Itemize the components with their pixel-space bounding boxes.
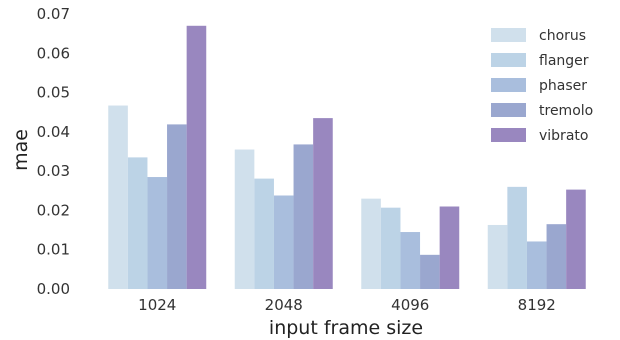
bar-vibrato-2048 bbox=[313, 118, 333, 289]
legend-label-chorus: chorus bbox=[539, 28, 586, 44]
legend-swatch-flanger bbox=[491, 53, 526, 67]
x-tick-label: 2048 bbox=[265, 296, 303, 314]
bar-flanger-8192 bbox=[507, 186, 527, 289]
x-tick-label: 8192 bbox=[518, 296, 556, 314]
bar-phaser-1024 bbox=[147, 177, 168, 289]
legend: chorus flanger phaser tremolo vibrato bbox=[491, 28, 593, 144]
bar-vibrato-1024 bbox=[186, 25, 207, 290]
bar-chorus-8192 bbox=[487, 224, 508, 289]
y-tick-label: 0.05 bbox=[37, 84, 70, 102]
x-tick-label: 4096 bbox=[391, 296, 429, 314]
bar-phaser-4096 bbox=[400, 232, 421, 289]
legend-label-flanger: flanger bbox=[539, 53, 589, 69]
bar-vibrato-8192 bbox=[566, 189, 586, 289]
bar-chorus-4096 bbox=[361, 198, 381, 289]
bar-phaser-8192 bbox=[526, 241, 547, 289]
bar-tremolo-1024 bbox=[167, 124, 187, 290]
bar-tremolo-2048 bbox=[293, 144, 314, 289]
bar-flanger-2048 bbox=[254, 178, 274, 289]
x-axis-label: input frame size bbox=[269, 317, 423, 339]
bar-vibrato-4096 bbox=[439, 206, 460, 289]
y-tick-label: 0.03 bbox=[37, 162, 70, 180]
bar-chorus-1024 bbox=[108, 105, 128, 290]
legend-label-tremolo: tremolo bbox=[539, 103, 593, 119]
bar-phaser-2048 bbox=[273, 195, 294, 289]
legend-swatch-chorus bbox=[491, 28, 526, 42]
y-axis-label: mae bbox=[10, 129, 32, 171]
y-tick-label: 0.06 bbox=[37, 44, 70, 62]
x-axis-ticks: 1024 2048 4096 8192 bbox=[138, 296, 556, 314]
x-tick-label: 1024 bbox=[138, 296, 176, 314]
legend-label-phaser: phaser bbox=[539, 78, 587, 94]
bar-tremolo-4096 bbox=[420, 254, 440, 289]
y-tick-label: 0.07 bbox=[37, 5, 70, 23]
y-tick-label: 0.02 bbox=[37, 201, 70, 219]
bar-flanger-1024 bbox=[127, 157, 148, 289]
y-tick-label: 0.00 bbox=[37, 280, 70, 298]
legend-swatch-tremolo bbox=[491, 103, 526, 117]
legend-swatch-vibrato bbox=[491, 128, 526, 142]
legend-swatch-phaser bbox=[491, 78, 526, 92]
y-axis-ticks: 0.00 0.01 0.02 0.03 0.04 0.05 0.06 0.07 bbox=[37, 5, 70, 298]
legend-label-vibrato: vibrato bbox=[539, 128, 588, 144]
y-tick-label: 0.01 bbox=[37, 241, 70, 259]
bars-layer bbox=[108, 25, 586, 290]
bar-flanger-4096 bbox=[380, 207, 401, 289]
bar-chorus-2048 bbox=[234, 149, 255, 289]
bar-tremolo-8192 bbox=[546, 224, 567, 289]
y-tick-label: 0.04 bbox=[37, 123, 70, 141]
